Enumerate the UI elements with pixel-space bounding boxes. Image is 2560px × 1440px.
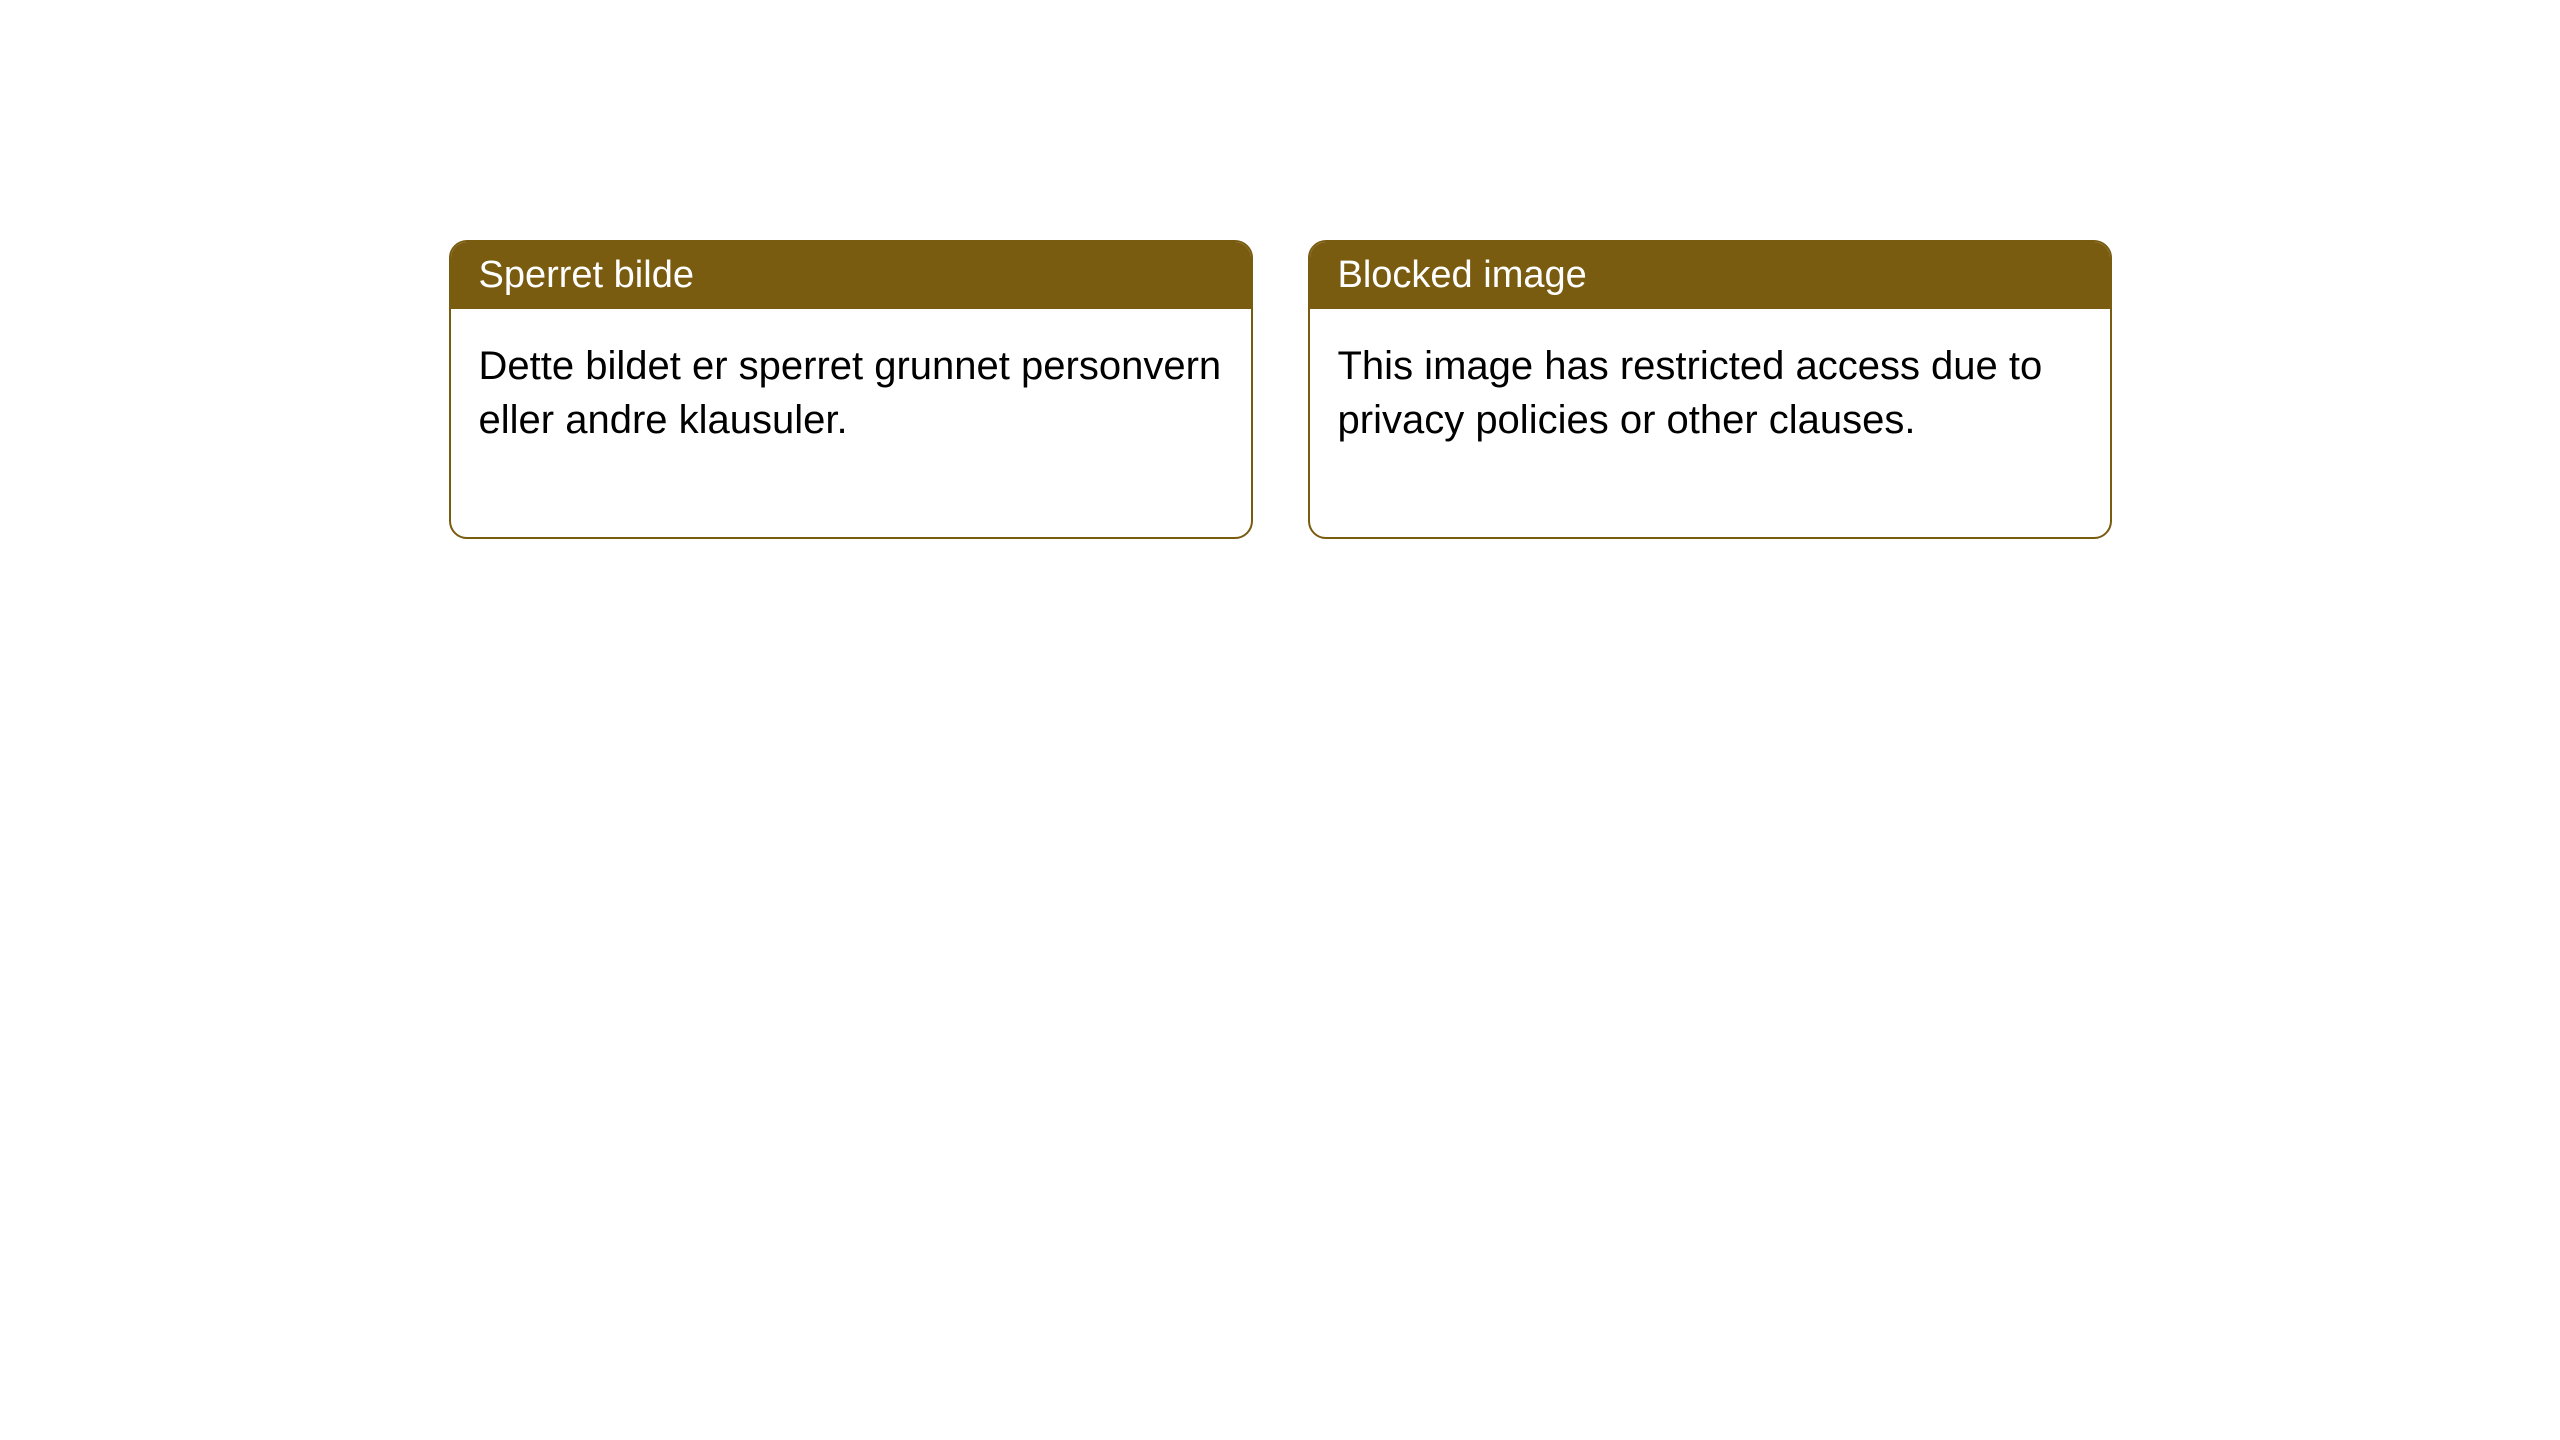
- card-header-en: Blocked image: [1310, 242, 2110, 309]
- notice-container: Sperret bilde Dette bildet er sperret gr…: [449, 240, 2112, 539]
- card-body-en: This image has restricted access due to …: [1310, 309, 2110, 537]
- blocked-image-card-no: Sperret bilde Dette bildet er sperret gr…: [449, 240, 1253, 539]
- blocked-image-card-en: Blocked image This image has restricted …: [1308, 240, 2112, 539]
- card-header-no: Sperret bilde: [451, 242, 1251, 309]
- card-body-no: Dette bildet er sperret grunnet personve…: [451, 309, 1251, 537]
